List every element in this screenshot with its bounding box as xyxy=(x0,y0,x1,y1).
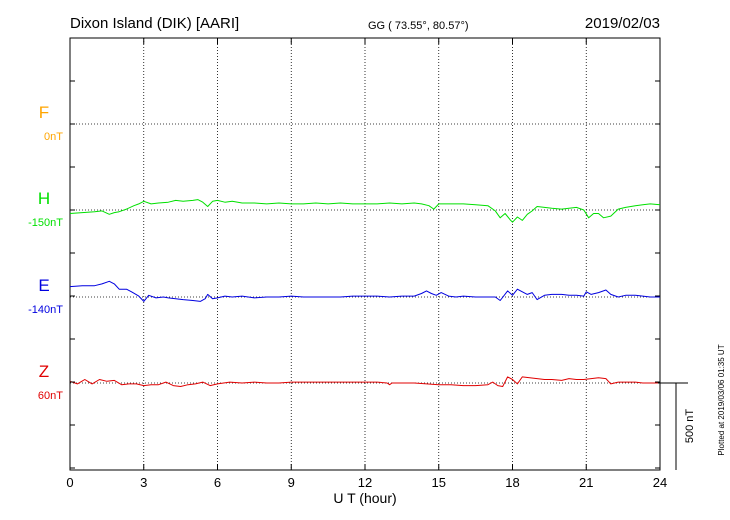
series-baseline-F: 0nT xyxy=(44,131,63,143)
x-tick-label-21: 21 xyxy=(579,475,593,490)
x-tick-label-6: 6 xyxy=(214,475,221,490)
series-baseline-E: -140nT xyxy=(28,304,63,316)
scale-label: 500 nT xyxy=(684,409,696,444)
series-line-Z xyxy=(69,376,660,387)
series-baseline-Z: 60nT xyxy=(38,390,63,402)
x-tick-label-24: 24 xyxy=(653,475,667,490)
x-tick-label-18: 18 xyxy=(505,475,519,490)
plotted-note: Plotted at 2019/03/06 01:35 UT xyxy=(717,344,726,455)
x-tick-label-9: 9 xyxy=(288,475,295,490)
x-axis-label: U T (hour) xyxy=(333,490,396,506)
series-name-Z: Z xyxy=(39,362,49,381)
x-ticks: 0 3 6 9 12 15 18 21 24 xyxy=(66,38,667,490)
x-tick-label-15: 15 xyxy=(432,475,446,490)
series-baseline-H: -150nT xyxy=(28,217,63,229)
chart-date: 2019/02/03 xyxy=(585,15,660,32)
station-title: Dixon Island (DIK) [AARI] xyxy=(70,15,239,32)
x-tick-label-12: 12 xyxy=(358,475,372,490)
series-name-E: E xyxy=(38,276,49,295)
x-tick-label-3: 3 xyxy=(140,475,147,490)
series-name-H: H xyxy=(38,189,50,208)
series-layer: F 0nT H -150nT E -140nT Z 60nT xyxy=(28,103,661,402)
grid-layer xyxy=(70,38,660,470)
series-line-E xyxy=(69,280,660,302)
series-line-H xyxy=(69,199,661,223)
series-name-F: F xyxy=(39,103,49,122)
x-tick-label-0: 0 xyxy=(66,475,73,490)
station-coords: GG ( 73.55°, 80.57°) xyxy=(368,20,469,32)
